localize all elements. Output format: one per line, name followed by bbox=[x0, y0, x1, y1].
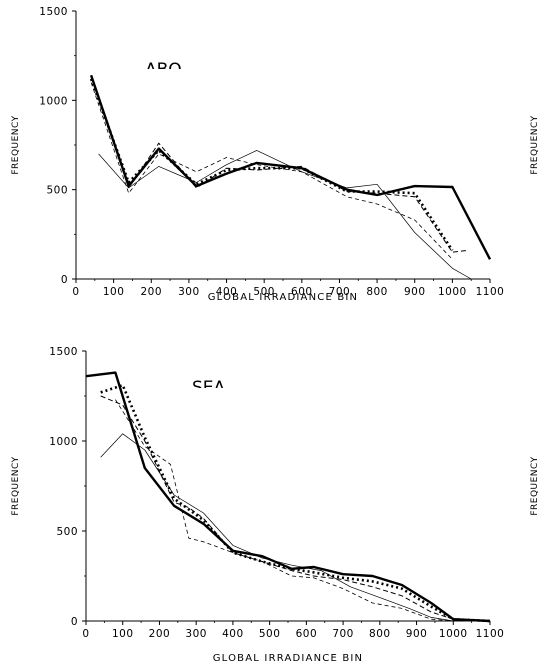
x-tick-label: 400 bbox=[216, 286, 238, 298]
x-tick-label: 200 bbox=[140, 286, 162, 298]
series-line-thick-dotted bbox=[100, 383, 491, 623]
x-tick-label: 700 bbox=[332, 628, 354, 640]
series-line-thin-dashed-2 bbox=[115, 399, 490, 622]
x-tick-label: 100 bbox=[103, 286, 125, 298]
x-tick-label: 500 bbox=[259, 628, 281, 640]
x-tick-label: 0 bbox=[72, 286, 79, 298]
x-tick-label: 1100 bbox=[476, 286, 505, 298]
y-axis-label: FREQUENCY bbox=[11, 115, 21, 174]
chart-title: ABQ bbox=[145, 60, 182, 80]
y-tick-label: 500 bbox=[56, 526, 78, 538]
x-tick-label: 1100 bbox=[476, 628, 505, 640]
chart-panel-abq: 0 100 200 300 400 500 600 700 800 900 1000 1100 0 500… bbox=[11, 6, 540, 303]
y-tick-label: 0 bbox=[61, 274, 68, 286]
series-line-thin-solid bbox=[100, 433, 490, 622]
x-tick-label: 900 bbox=[404, 286, 426, 298]
x-tick-label: 900 bbox=[406, 628, 428, 640]
x-tick-label: 100 bbox=[112, 628, 134, 640]
x-tick-label: 600 bbox=[296, 628, 318, 640]
y-tick-label: 500 bbox=[46, 185, 68, 197]
y-tick-label: 1000 bbox=[49, 436, 78, 448]
x-axis-label: GLOBAL IRRADIANCE BIN bbox=[213, 653, 364, 664]
x-tick-label: 200 bbox=[149, 628, 171, 640]
x-tick-label: 300 bbox=[185, 628, 207, 640]
y-tick-label: 1500 bbox=[39, 6, 68, 18]
x-tick-label: 1000 bbox=[439, 628, 468, 640]
x-tick-label: 500 bbox=[253, 286, 275, 298]
right-y-axis-label: FREQUENCY bbox=[530, 456, 540, 515]
x-tick-label: 0 bbox=[82, 628, 89, 640]
series-line-thin-solid bbox=[98, 150, 472, 280]
series-line-thin-dashed bbox=[90, 76, 468, 253]
y-tick-label: 1000 bbox=[39, 95, 68, 107]
chart-title: SEA bbox=[192, 378, 226, 398]
x-tick-label: 300 bbox=[178, 286, 200, 298]
x-tick-label: 800 bbox=[366, 286, 388, 298]
y-tick-label: 1500 bbox=[49, 346, 78, 358]
y-tick-label: 0 bbox=[71, 616, 78, 628]
x-axis-label: GLOBAL IRRADIANCE BIN bbox=[208, 292, 359, 303]
x-tick-label: 600 bbox=[291, 286, 313, 298]
x-tick-label: 800 bbox=[369, 628, 391, 640]
series-line-thick-solid bbox=[89, 74, 492, 260]
x-tick-label: 700 bbox=[329, 286, 351, 298]
right-y-axis-label: FREQUENCY bbox=[530, 115, 540, 174]
chart-panel-sea: 0 100 200 300 400 500 600 700 800 900 1000 1100 0 500… bbox=[11, 346, 540, 664]
series-line-thin-dashed-2 bbox=[90, 82, 453, 260]
y-axis-label: FREQUENCY bbox=[11, 456, 21, 515]
series-line-thick-solid bbox=[85, 371, 491, 623]
x-tick-label: 1000 bbox=[438, 286, 467, 298]
x-tick-label: 400 bbox=[222, 628, 244, 640]
series-line-thin-dashed bbox=[100, 395, 491, 622]
